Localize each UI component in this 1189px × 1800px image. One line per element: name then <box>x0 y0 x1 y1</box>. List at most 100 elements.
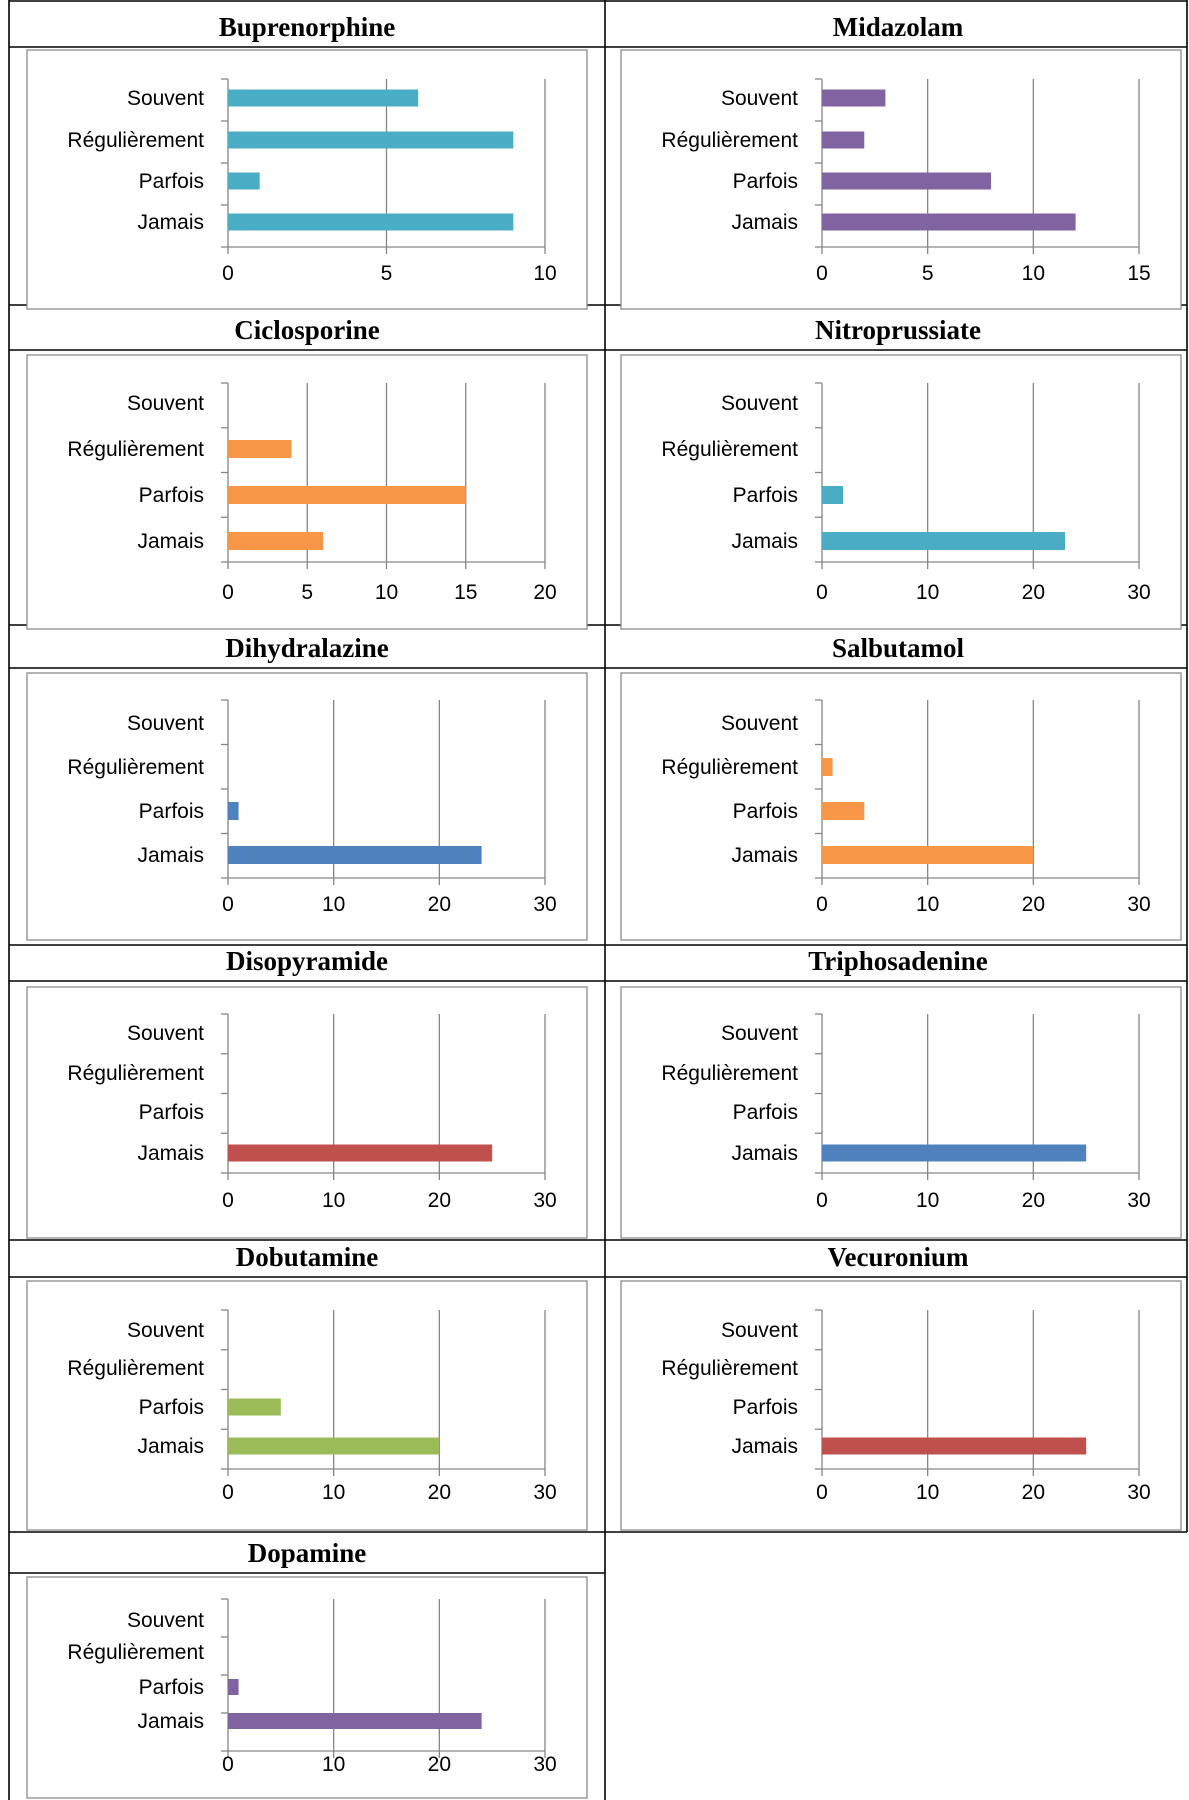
category-label: Souvent <box>721 712 798 735</box>
bar-jamais <box>228 1437 440 1455</box>
x-tick-label: 0 <box>222 262 234 285</box>
x-tick-label: 30 <box>1127 1481 1150 1504</box>
x-tick-label: 5 <box>922 262 934 285</box>
chart-frame <box>620 1280 1182 1531</box>
chart-dobutamine: Dobutamine 0 10 20 30 Jamais Parfois Régulièrem… <box>26 1242 588 1531</box>
chart-vecuronium: Vecuronium 0 10 20 30 Jamais Parfois Régulièrem… <box>620 1242 1182 1531</box>
chart-triphosadenine: Triphosadenine 0 10 20 30 Jamais Parfois Réguli… <box>620 946 1182 1239</box>
x-tick-label: 10 <box>916 581 939 604</box>
category-label: Régulièrement <box>67 756 204 779</box>
category-label: Parfois <box>733 1396 798 1419</box>
chart-title: Dopamine <box>248 1538 367 1568</box>
category-label: Souvent <box>127 87 204 110</box>
bar-parfois <box>228 486 466 504</box>
chart-title: Buprenorphine <box>219 12 396 42</box>
category-label: Parfois <box>139 800 204 823</box>
category-label: Souvent <box>721 87 798 110</box>
x-tick-label: 0 <box>816 1481 828 1504</box>
x-tick-label: 0 <box>222 1189 234 1212</box>
x-tick-label: 0 <box>222 893 234 916</box>
x-tick-label: 30 <box>533 1481 556 1504</box>
category-label: Jamais <box>731 844 798 867</box>
chart-frame <box>26 672 588 941</box>
x-tick-label: 5 <box>301 581 313 604</box>
chart-title: Dihydralazine <box>225 633 389 663</box>
category-label: Jamais <box>731 1142 798 1165</box>
category-label: Parfois <box>139 1396 204 1419</box>
bar-jamais <box>822 1144 1087 1162</box>
x-tick-label: 20 <box>428 1481 451 1504</box>
x-tick-label: 20 <box>533 581 556 604</box>
bar-parfois <box>228 1679 239 1695</box>
category-label: Régulièrement <box>661 1062 798 1085</box>
x-tick-label: 10 <box>322 1189 345 1212</box>
category-label: Parfois <box>139 1101 204 1124</box>
chart-frame <box>620 354 1182 630</box>
chart-disopyramide: Disopyramide 0 10 20 30 Jamais Parfois Régulièr… <box>26 946 588 1239</box>
x-tick-label: 0 <box>816 1189 828 1212</box>
category-label: Régulièrement <box>67 438 204 461</box>
x-tick-label: 0 <box>816 581 828 604</box>
bar-jamais <box>822 1437 1087 1455</box>
category-label: Parfois <box>139 170 204 193</box>
category-label: Souvent <box>127 1022 204 1045</box>
chart-nitroprussiate: Nitroprussiate 0 10 20 30 Jamais Parfois Réguli… <box>620 315 1182 630</box>
bar-parfois <box>822 802 865 820</box>
category-label: Jamais <box>137 1142 204 1165</box>
chart-dihydralazine: Dihydralazine 0 10 20 30 Jamais Parfois Réguliè… <box>26 633 588 941</box>
bar-jamais <box>228 1144 493 1162</box>
chart-midazolam: Midazolam 0 5 10 15 Jamais Parfois Régulièremen… <box>620 12 1182 310</box>
x-tick-label: 20 <box>428 1189 451 1212</box>
x-tick-label: 15 <box>1127 262 1150 285</box>
bar-parfois <box>228 802 239 820</box>
bar-regulierement <box>822 131 865 149</box>
chart-dopamine: Dopamine 0 10 20 30 Jamais Parfois Régulièremen… <box>26 1538 588 1799</box>
bar-jamais <box>822 213 1076 231</box>
x-tick-label: 0 <box>816 262 828 285</box>
x-tick-label: 10 <box>322 1753 345 1776</box>
chart-buprenorphine: Buprenorphine 0 5 10 Jamais Parfois Régulièrem… <box>26 12 588 310</box>
category-label: Souvent <box>127 392 204 415</box>
category-label: Parfois <box>139 484 204 507</box>
x-tick-label: 30 <box>1127 581 1150 604</box>
chart-ciclosporine: Ciclosporine 0 5 10 15 20 Jamais Parfois Réguliè… <box>26 315 588 630</box>
category-label: Parfois <box>139 1676 204 1699</box>
bar-regulierement <box>228 131 514 149</box>
category-label: Régulièrement <box>661 438 798 461</box>
category-label: Souvent <box>127 1609 204 1632</box>
x-tick-label: 15 <box>454 581 477 604</box>
category-label: Régulièrement <box>661 129 798 152</box>
x-tick-label: 20 <box>1022 1481 1045 1504</box>
category-label: Parfois <box>733 1101 798 1124</box>
x-tick-label: 0 <box>222 1753 234 1776</box>
bar-jamais <box>228 532 324 550</box>
x-tick-label: 10 <box>916 1189 939 1212</box>
x-tick-label: 10 <box>916 1481 939 1504</box>
chart-frame <box>620 986 1182 1239</box>
chart-title: Vecuronium <box>827 1242 969 1272</box>
x-tick-label: 0 <box>816 893 828 916</box>
x-tick-label: 30 <box>1127 893 1150 916</box>
bar-parfois <box>228 1398 281 1416</box>
x-tick-label: 20 <box>428 893 451 916</box>
x-tick-label: 0 <box>222 581 234 604</box>
chart-frame <box>26 1280 588 1531</box>
x-tick-label: 5 <box>381 262 393 285</box>
bar-jamais <box>228 1713 482 1729</box>
chart-title: Disopyramide <box>226 946 388 976</box>
x-tick-label: 10 <box>916 893 939 916</box>
category-label: Jamais <box>137 1710 204 1733</box>
category-label: Souvent <box>127 712 204 735</box>
chart-title: Salbutamol <box>832 633 965 663</box>
x-tick-label: 20 <box>1022 893 1045 916</box>
bar-souvent <box>822 89 886 107</box>
x-tick-label: 10 <box>322 893 345 916</box>
category-label: Parfois <box>733 800 798 823</box>
category-label: Souvent <box>721 1022 798 1045</box>
bar-parfois <box>228 172 260 190</box>
category-label: Régulièrement <box>661 756 798 779</box>
x-tick-label: 10 <box>375 581 398 604</box>
chart-frame <box>26 49 588 310</box>
chart-title: Nitroprussiate <box>815 315 981 345</box>
x-tick-label: 30 <box>533 1189 556 1212</box>
